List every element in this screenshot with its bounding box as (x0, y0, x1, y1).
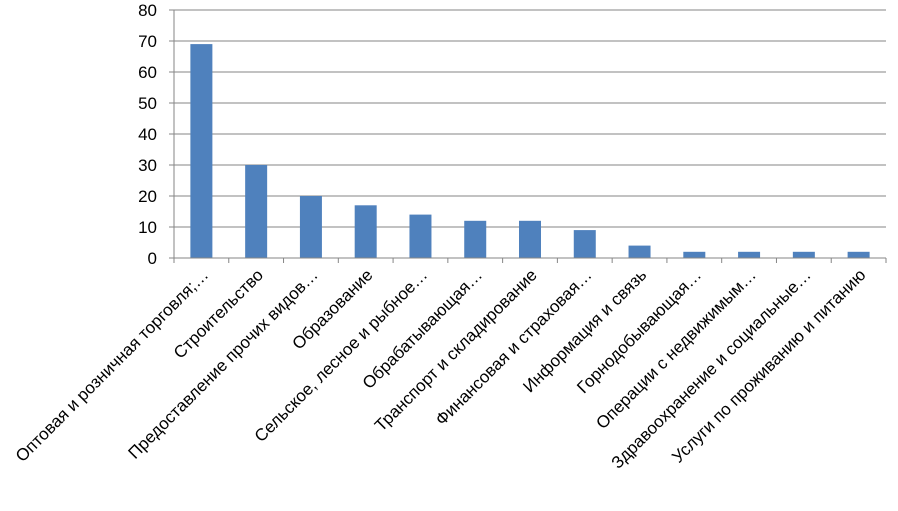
x-category-label: Здравоохранение и социальные… (608, 265, 815, 472)
y-tick-label: 50 (138, 94, 157, 113)
bar (190, 44, 213, 258)
bar (519, 220, 541, 258)
grid-lines (174, 9, 886, 228)
x-axis-labels: Оптовая и розничная торговля;…Строительс… (12, 265, 870, 472)
bar (245, 165, 268, 258)
y-tick-label: 30 (138, 156, 157, 175)
bar (573, 230, 596, 258)
bar (354, 205, 377, 258)
bar (847, 251, 870, 258)
bar (409, 214, 432, 258)
y-axis-ticks: 0 10 20 30 40 50 60 70 80 (138, 1, 157, 268)
y-tick-label: 70 (138, 32, 157, 51)
y-tick-label: 80 (138, 1, 157, 20)
bar (738, 251, 761, 258)
y-tick-label: 40 (138, 125, 157, 144)
y-tick-label: 20 (138, 187, 157, 206)
bar (464, 220, 487, 258)
bar (792, 251, 815, 258)
axes (169, 9, 887, 263)
y-tick-label: 0 (148, 249, 157, 268)
bars (190, 44, 870, 258)
x-category-label: Услуги по проживанию и питанию (668, 265, 869, 466)
x-category-label: Оптовая и розничная торговля;… (12, 265, 212, 465)
y-tick-label: 10 (138, 218, 157, 237)
y-tick-label: 60 (138, 63, 157, 82)
bar (299, 196, 322, 258)
bar (683, 251, 706, 258)
bar (628, 245, 651, 258)
